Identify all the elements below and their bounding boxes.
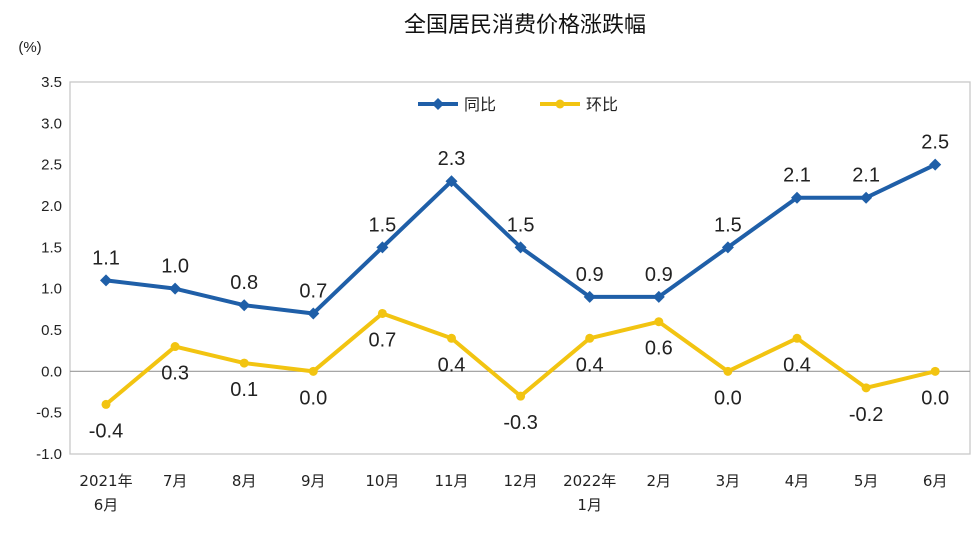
mom-data-label: 0.1 — [230, 379, 258, 401]
yoy-point — [169, 282, 182, 295]
plot-area — [69, 81, 971, 455]
x-tick-label: 4月 — [785, 472, 810, 490]
y-tick-label: 1.5 — [41, 239, 62, 256]
mom-data-label: 0.7 — [368, 329, 396, 351]
yoy-data-label: 2.5 — [921, 132, 949, 154]
chart-title: 全国居民消费价格涨跌幅 — [404, 13, 646, 38]
yoy-data-label: 0.8 — [230, 272, 258, 294]
y-tick-label: 0.0 — [41, 363, 62, 380]
yoy-data-label: 2.3 — [438, 148, 466, 170]
mom-point — [377, 308, 387, 318]
yoy-point — [652, 290, 665, 303]
mom-data-label: 0.4 — [576, 354, 604, 376]
mom-point — [654, 317, 664, 327]
yoy-data-label: 1.5 — [507, 214, 535, 236]
y-tick-label: 3.0 — [41, 115, 62, 132]
mom-point — [170, 342, 180, 352]
x-tick-label: 2月 — [647, 472, 672, 490]
x-tick-label: 9月 — [301, 472, 326, 490]
y-unit-label: (%) — [18, 39, 41, 56]
y-tick-label: 2.5 — [41, 157, 62, 174]
yoy-point — [721, 241, 734, 254]
legend-label-mom: 环比 — [586, 95, 618, 114]
mom-point — [585, 333, 595, 343]
x-tick-label: 2022年 1月 — [563, 472, 616, 514]
yoy-point — [100, 274, 112, 287]
y-tick-label: 0.5 — [41, 322, 62, 339]
x-tick-label: 6月 — [923, 472, 948, 490]
yoy-point — [514, 241, 527, 254]
mom-data-label: -0.3 — [503, 412, 537, 434]
yoy-point — [238, 299, 251, 312]
mom-point — [792, 333, 802, 343]
x-tick-label: 7月 — [163, 472, 188, 490]
yoy-point — [376, 241, 389, 254]
yoy-data-label: 0.9 — [576, 264, 604, 286]
yoy-point — [929, 158, 942, 171]
y-tick-label: -1.0 — [36, 446, 62, 463]
x-tick-label: 2021年 6月 — [79, 472, 132, 514]
mom-data-label: 0.3 — [161, 363, 189, 385]
mom-data-label: 0.0 — [714, 387, 742, 409]
mom-data-label: 0.4 — [783, 354, 811, 376]
x-tick-label: 8月 — [232, 472, 257, 490]
mom-point — [308, 366, 318, 376]
mom-data-label: 0.0 — [921, 387, 949, 409]
yoy-point — [860, 191, 873, 204]
y-tick-label: 3.5 — [41, 74, 62, 91]
legend-marker-yoy — [432, 98, 444, 110]
mom-point — [447, 333, 456, 343]
yoy-point — [791, 191, 803, 204]
x-tick-label: 12月 — [504, 472, 538, 490]
mom-data-label: -0.2 — [849, 404, 883, 426]
legend-label-yoy: 同比 — [464, 95, 496, 114]
mom-data-label: 0.0 — [299, 387, 327, 409]
mom-point — [239, 358, 249, 368]
x-tick-label: 11月 — [434, 472, 468, 490]
yoy-data-label: 0.7 — [299, 280, 327, 302]
mom-point — [930, 366, 940, 376]
yoy-data-label: 2.1 — [783, 165, 811, 187]
y-tick-label: 1.0 — [41, 281, 62, 298]
mom-point — [516, 391, 526, 401]
x-tick-label: 3月 — [716, 472, 741, 490]
x-tick-label: 10月 — [365, 472, 399, 490]
yoy-data-label: 1.0 — [161, 256, 189, 278]
yoy-point — [445, 175, 458, 188]
mom-data-label: -0.4 — [89, 420, 123, 442]
mom-point — [861, 383, 871, 393]
y-tick-label: -0.5 — [36, 405, 62, 422]
legend: 同比 环比 — [418, 95, 618, 114]
mom-data-label: 0.6 — [645, 338, 673, 360]
mom-point — [101, 399, 111, 409]
yoy-data-label: 0.9 — [645, 264, 673, 286]
mom-point — [723, 366, 733, 376]
yoy-data-label: 1.1 — [92, 247, 120, 269]
yoy-data-label: 2.1 — [852, 165, 880, 187]
yoy-data-label: 1.5 — [368, 214, 396, 236]
mom-data-label: 0.4 — [438, 354, 466, 376]
legend-marker-mom — [555, 99, 565, 109]
yoy-point — [583, 290, 596, 303]
x-tick-label: 5月 — [854, 472, 879, 490]
yoy-point — [307, 307, 320, 320]
y-tick-label: 2.0 — [41, 198, 62, 215]
yoy-data-label: 1.5 — [714, 214, 742, 236]
